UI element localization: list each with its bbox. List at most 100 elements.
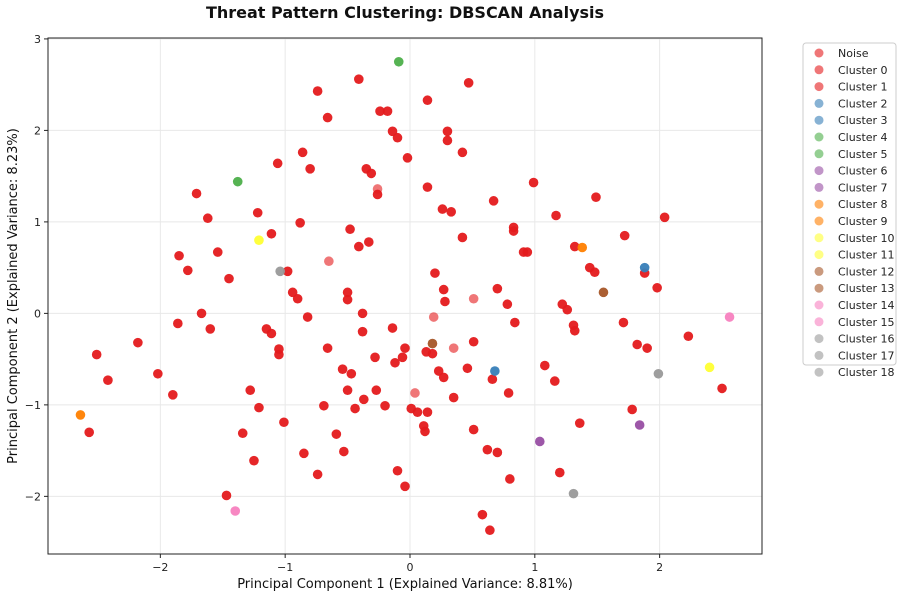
data-point bbox=[305, 164, 315, 174]
data-point bbox=[540, 360, 550, 371]
data-point bbox=[392, 132, 403, 143]
legend-marker bbox=[814, 166, 824, 176]
data-point bbox=[410, 388, 420, 398]
data-point bbox=[230, 506, 241, 516]
y-tick-label: −2 bbox=[25, 490, 41, 503]
plot-frame bbox=[47, 37, 763, 555]
data-point bbox=[337, 364, 348, 374]
legend-label: Noise bbox=[838, 47, 869, 60]
legend-marker bbox=[814, 65, 824, 75]
legend-label: Cluster 8 bbox=[838, 198, 888, 211]
data-point bbox=[574, 418, 585, 428]
data-point bbox=[103, 375, 113, 385]
data-point bbox=[683, 331, 694, 342]
data-point bbox=[339, 446, 349, 457]
legend-label: Cluster 3 bbox=[838, 114, 888, 127]
data-point bbox=[224, 273, 234, 284]
data-point bbox=[642, 343, 652, 353]
data-point bbox=[422, 182, 433, 192]
chart-title: Threat Pattern Clustering: DBSCAN Analys… bbox=[206, 3, 604, 22]
data-point bbox=[632, 339, 642, 350]
legend-label: Cluster 5 bbox=[838, 148, 888, 161]
y-tick-label: −1 bbox=[25, 399, 41, 412]
legend-marker bbox=[814, 250, 824, 260]
data-point bbox=[254, 402, 264, 413]
x-tick-label: −2 bbox=[152, 561, 168, 574]
data-point bbox=[463, 78, 474, 88]
data-point bbox=[387, 323, 398, 333]
data-point bbox=[448, 392, 459, 403]
data-point bbox=[174, 250, 184, 261]
data-point bbox=[75, 410, 86, 420]
legend-label: Cluster 16 bbox=[838, 333, 895, 346]
data-point bbox=[342, 287, 353, 298]
x-tick-label: 0 bbox=[406, 561, 413, 574]
data-point bbox=[371, 385, 382, 396]
data-point bbox=[275, 266, 285, 277]
data-point bbox=[490, 366, 500, 376]
legend-marker bbox=[814, 98, 824, 108]
data-point bbox=[168, 390, 178, 400]
data-point bbox=[390, 357, 400, 368]
y-tick-label: 1 bbox=[34, 216, 41, 229]
legend-marker bbox=[814, 182, 824, 192]
data-point bbox=[446, 207, 456, 217]
data-point bbox=[412, 407, 423, 417]
data-point bbox=[393, 56, 404, 67]
legend-label: Cluster 12 bbox=[838, 265, 895, 278]
data-point bbox=[249, 455, 259, 466]
data-point bbox=[375, 106, 385, 116]
data-point bbox=[205, 324, 216, 334]
data-point bbox=[627, 404, 637, 415]
data-point bbox=[659, 212, 670, 223]
data-point bbox=[551, 210, 561, 221]
data-point bbox=[510, 317, 520, 328]
x-tick-label: 2 bbox=[656, 561, 663, 574]
legend-label: Cluster 11 bbox=[838, 249, 895, 262]
data-point bbox=[619, 230, 630, 241]
data-point bbox=[442, 135, 453, 146]
data-point bbox=[462, 363, 473, 374]
data-point bbox=[427, 348, 438, 359]
legend-marker bbox=[814, 367, 824, 377]
data-point bbox=[370, 352, 380, 363]
data-point bbox=[350, 403, 360, 414]
data-point bbox=[448, 343, 459, 353]
legend-label: Cluster 0 bbox=[838, 64, 888, 77]
data-point bbox=[502, 299, 513, 310]
data-point bbox=[468, 293, 479, 304]
data-point bbox=[468, 336, 479, 347]
legend-label: Cluster 13 bbox=[838, 282, 895, 295]
legend: Noise Cluster 0 Cluster 1 Cluster 2 Cluster … bbox=[802, 42, 897, 379]
data-point bbox=[302, 312, 313, 322]
data-point bbox=[528, 177, 539, 188]
data-point bbox=[427, 338, 438, 349]
data-point bbox=[91, 349, 102, 360]
data-point bbox=[477, 509, 488, 520]
data-point bbox=[372, 189, 383, 200]
x-axis-label: Principal Component 1 (Explained Varianc… bbox=[237, 577, 573, 592]
legend-label: Cluster 4 bbox=[838, 131, 888, 144]
data-point bbox=[717, 383, 727, 394]
data-point bbox=[354, 74, 364, 84]
y-tick-label: 0 bbox=[34, 307, 41, 320]
data-point bbox=[354, 241, 364, 252]
legend-label: Cluster 2 bbox=[838, 97, 888, 110]
legend-marker bbox=[814, 317, 824, 327]
legend-label: Cluster 7 bbox=[838, 181, 888, 194]
data-point bbox=[266, 328, 277, 339]
data-point bbox=[422, 95, 433, 106]
data-point bbox=[359, 394, 369, 405]
data-point bbox=[457, 147, 468, 158]
data-point bbox=[562, 304, 573, 315]
data-point bbox=[274, 344, 284, 354]
legend-label: Cluster 18 bbox=[838, 366, 895, 379]
data-point bbox=[569, 325, 580, 336]
data-point bbox=[312, 86, 323, 96]
data-point bbox=[598, 287, 609, 298]
data-point bbox=[438, 372, 449, 383]
data-point bbox=[492, 283, 503, 294]
legend-marker bbox=[814, 233, 824, 243]
legend-marker bbox=[814, 149, 824, 159]
x-tick-label: 1 bbox=[531, 561, 538, 574]
